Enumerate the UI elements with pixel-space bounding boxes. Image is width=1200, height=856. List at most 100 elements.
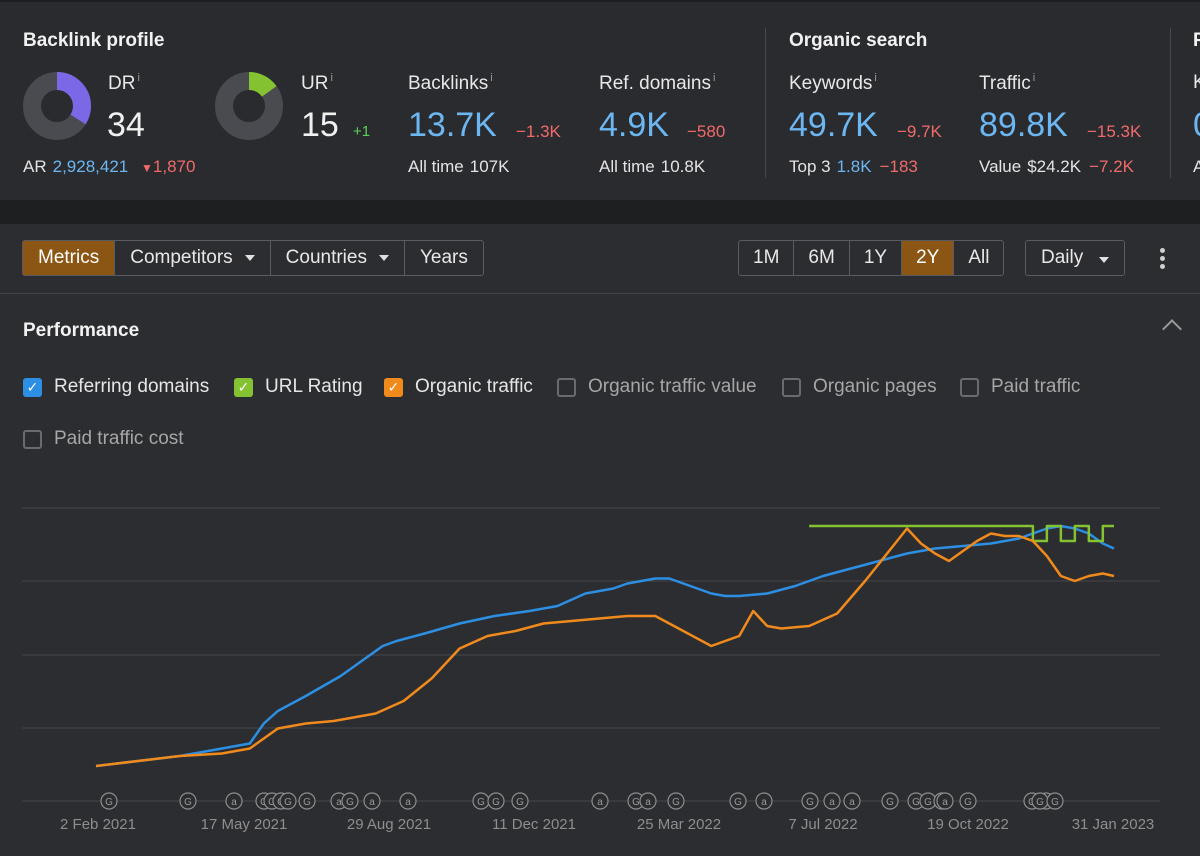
annotation-marker-icon[interactable]: G [511,792,529,810]
traffic-delta: −15.3K [1087,122,1142,141]
more-options-icon[interactable] [1156,248,1168,270]
annotation-marker-icon[interactable]: G [472,792,490,810]
tab-competitors-label: Competitors [130,247,233,268]
svg-text:G: G [346,797,354,808]
annotation-marker-icon[interactable]: a [225,792,243,810]
ur-donut [215,72,283,140]
annotation-marker-icon[interactable]: a [843,792,861,810]
svg-text:G: G [477,797,485,808]
annotation-marker-icon[interactable]: a [399,792,417,810]
view-tabs: Metrics Competitors Countries Years [22,240,484,276]
annotation-marker-icon[interactable]: G [667,792,685,810]
top3-value: 1.8K [836,157,872,176]
checkbox-paid-traffic[interactable]: Paid traffic [960,376,1080,398]
svg-text:G: G [912,797,920,808]
interval-select[interactable]: Daily [1025,240,1125,276]
tab-competitors[interactable]: Competitors [115,241,271,275]
checkbox-organic-traffic[interactable]: ✓ Organic traffic [384,376,533,398]
annotation-marker-icon[interactable]: G [1046,792,1064,810]
annotation-marker-icon[interactable]: G [907,792,925,810]
annotation-marker-icon[interactable]: G [881,792,899,810]
keywords-value[interactable]: 49.7K [789,106,878,144]
svg-text:a: a [231,797,237,808]
x-tick-label: 25 Mar 2022 [637,816,721,833]
performance-title: Performance [23,320,140,341]
annotation-marker-icon[interactable]: a [936,792,954,810]
performance-chart[interactable]: GGaGGGGGaGaaGGGaGaGGaGaaGGGGaGGGGG 2 Feb… [0,470,1200,850]
svg-text:G: G [924,797,932,808]
backlinks-alltime: All time 107K [408,157,509,177]
info-icon[interactable]: i [712,72,716,84]
annotation-marker-icon[interactable]: a [639,792,657,810]
checkbox-unchecked-icon [960,377,979,397]
svg-text:G: G [284,797,292,808]
top3-row: Top 3 1.8K −183 [789,157,918,177]
svg-text:a: a [405,797,411,808]
range-all[interactable]: All [968,247,990,268]
tab-years[interactable]: Years [405,241,483,275]
svg-text:G: G [672,797,680,808]
svg-text:a: a [369,797,375,808]
alltime-label: All time [408,157,464,176]
cutoff-label: K [1193,72,1200,93]
svg-text:G: G [806,797,814,808]
checkbox-label: Paid traffic [991,376,1081,397]
annotation-marker-icon[interactable]: G [341,792,359,810]
checkbox-label: Referring domains [54,376,210,397]
range-2y[interactable]: 2Y [902,241,955,275]
annotation-marker-icon[interactable]: G [179,792,197,810]
info-icon[interactable]: i [1032,72,1036,84]
checkbox-checked-icon: ✓ [23,377,42,397]
annotation-marker-icon[interactable]: a [755,792,773,810]
range-1m[interactable]: 1M [739,241,795,275]
organic-search-title: Organic search [789,30,928,51]
value-label: Value [979,157,1022,176]
svg-text:G: G [734,797,742,808]
x-tick-label: 7 Jul 2022 [788,816,857,833]
annotation-marker-icon[interactable]: G [487,792,505,810]
checkbox-paid-traffic-cost[interactable]: Paid traffic cost [23,428,184,450]
ur-label-text: UR [301,73,329,94]
alltime-value: 10.8K [660,157,706,176]
tab-metrics[interactable]: Metrics [23,241,116,275]
checkbox-label: Organic traffic [415,376,533,397]
range-6m[interactable]: 6M [794,241,850,275]
checkbox-organic-traffic-value[interactable]: Organic traffic value [557,376,757,398]
annotation-marker-icon[interactable]: a [823,792,841,810]
svg-text:G: G [105,797,113,808]
dr-donut-arc [23,72,91,140]
series-line-organic-traffic [95,527,1115,768]
svg-text:G: G [303,797,311,808]
caret-down-icon [378,255,389,261]
range-1y[interactable]: 1Y [850,241,903,275]
annotation-marker-icon[interactable]: a [591,792,609,810]
annotation-marker-icon[interactable]: G [279,792,297,810]
checkbox-label: Paid traffic cost [54,428,184,449]
svg-text:G: G [886,797,894,808]
annotation-marker-icon[interactable]: G [729,792,747,810]
checkbox-url-rating[interactable]: ✓ URL Rating [234,376,363,398]
annotation-marker-icon[interactable]: a [363,792,381,810]
tab-countries[interactable]: Countries [271,241,405,275]
keywords-label-text: Keywords [789,73,873,94]
checkbox-organic-pages[interactable]: Organic pages [782,376,937,398]
traffic-value[interactable]: 89.8K [979,106,1068,144]
annotation-marker-icon[interactable]: G [298,792,316,810]
refdomains-value[interactable]: 4.9K [599,106,669,144]
checkbox-label: Organic pages [813,376,937,397]
annotation-marker-icon[interactable]: G [801,792,819,810]
info-icon[interactable]: i [330,72,333,84]
annotation-marker-icon[interactable]: G [959,792,977,810]
chevron-up-icon[interactable] [1162,319,1182,339]
annotation-marker-icon[interactable]: G [100,792,118,810]
svg-text:a: a [645,797,651,808]
checkbox-unchecked-icon [782,377,801,397]
info-icon[interactable]: i [490,72,493,84]
checkbox-referring-domains[interactable]: ✓ Referring domains [23,376,209,398]
x-tick-label: 29 Aug 2021 [347,816,431,833]
cutoff-value[interactable]: 0 [1193,106,1200,145]
annotation-marker-icon[interactable]: G [1031,792,1049,810]
info-icon[interactable]: i [874,72,877,84]
backlinks-value[interactable]: 13.7K [408,106,497,144]
info-icon[interactable]: i [137,72,140,84]
